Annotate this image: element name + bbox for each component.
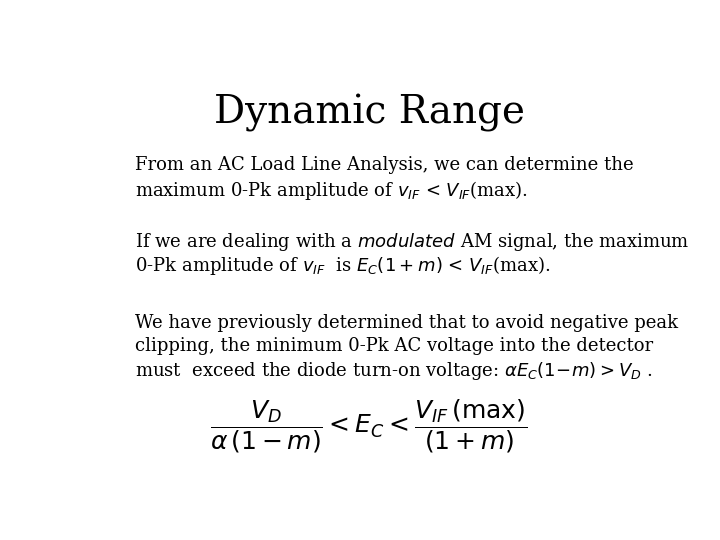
Text: 0-Pk amplitude of $v_{IF}$  is $E_C(1+m)$ < $V_{IF}$(max).: 0-Pk amplitude of $v_{IF}$ is $E_C(1+m)$… (135, 254, 550, 277)
Text: From an AC Load Line Analysis, we can determine the: From an AC Load Line Analysis, we can de… (135, 156, 634, 174)
Text: If we are dealing with a $\mathbf{\mathit{modulated}}$ AM signal, the maximum: If we are dealing with a $\mathbf{\mathi… (135, 231, 689, 253)
Text: clipping, the minimum 0-Pk AC voltage into the detector: clipping, the minimum 0-Pk AC voltage in… (135, 337, 653, 355)
Text: $\dfrac{V_D}{\alpha\,(1-m)} < E_C < \dfrac{V_{IF}\,(\mathrm{max})}{(1+m)}$: $\dfrac{V_D}{\alpha\,(1-m)} < E_C < \dfr… (210, 398, 528, 455)
Text: must  exceed the diode turn-on voltage: $\alpha E_C(1\!-\!m) > V_D$ .: must exceed the diode turn-on voltage: $… (135, 360, 652, 382)
Text: We have previously determined that to avoid negative peak: We have previously determined that to av… (135, 314, 678, 332)
Text: maximum 0-Pk amplitude of $v_{IF}$ < $V_{IF}$(max).: maximum 0-Pk amplitude of $v_{IF}$ < $V_… (135, 179, 527, 202)
Text: Dynamic Range: Dynamic Range (214, 94, 524, 132)
